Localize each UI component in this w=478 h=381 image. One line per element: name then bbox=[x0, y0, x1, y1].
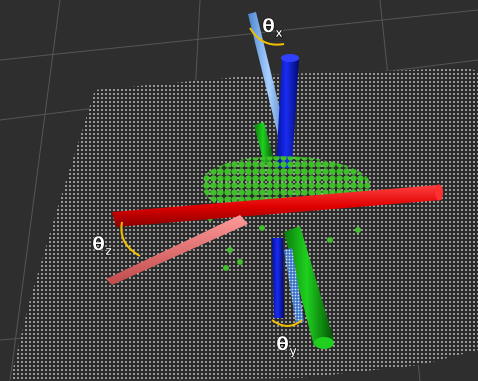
blue-axis-cap bbox=[281, 54, 299, 62]
scene: θx θy θz bbox=[0, 0, 478, 381]
blue-axis-lower bbox=[272, 238, 284, 318]
label-part: z bbox=[105, 244, 112, 258]
label-part: θ bbox=[276, 333, 289, 355]
label-part: θ bbox=[92, 233, 105, 255]
red-axis-cap bbox=[435, 185, 443, 201]
label-part: x bbox=[275, 26, 283, 40]
green-axis-cap bbox=[314, 337, 334, 349]
label-part: y bbox=[289, 344, 297, 358]
label-part: θ bbox=[262, 15, 275, 37]
